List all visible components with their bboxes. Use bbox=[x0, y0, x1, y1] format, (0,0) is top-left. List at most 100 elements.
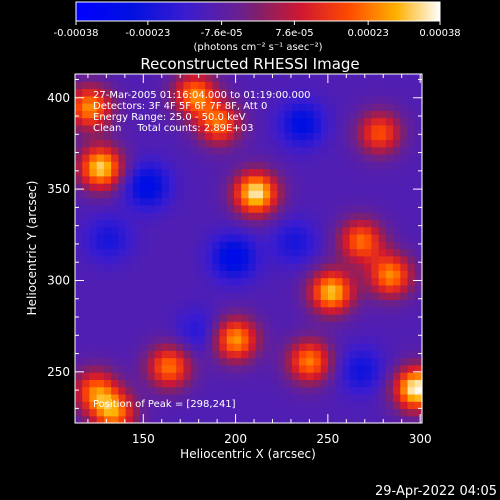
heatmap-cell bbox=[291, 81, 300, 90]
heatmap-cell bbox=[277, 321, 286, 330]
heatmap-cell bbox=[248, 139, 257, 148]
heatmap-cell bbox=[183, 357, 192, 366]
heatmap-cell bbox=[234, 350, 242, 359]
heatmap-cell bbox=[75, 95, 83, 104]
heatmap-cell bbox=[96, 277, 105, 286]
heatmap-cell bbox=[262, 110, 271, 119]
heatmap-cell bbox=[342, 292, 351, 300]
heatmap-cell bbox=[197, 226, 206, 235]
heatmap-cell bbox=[111, 190, 119, 199]
heatmap-cell bbox=[89, 233, 98, 242]
heatmap-cell bbox=[75, 190, 83, 199]
heatmap-cell bbox=[328, 241, 336, 250]
heatmap-cell bbox=[262, 270, 271, 279]
heatmap-cell bbox=[75, 350, 83, 359]
heatmap-cell bbox=[234, 117, 242, 126]
heatmap-cell bbox=[306, 408, 315, 417]
heatmap-cell bbox=[248, 226, 257, 235]
heatmap-cell bbox=[400, 386, 409, 395]
heatmap-cell bbox=[161, 74, 170, 82]
heatmap-area bbox=[74, 73, 423, 424]
heatmap-cell bbox=[371, 350, 380, 359]
heatmap-cell bbox=[371, 313, 380, 322]
heatmap-cell bbox=[277, 277, 286, 286]
heatmap-cell bbox=[168, 292, 177, 300]
heatmap-cell bbox=[89, 110, 98, 119]
heatmap-cell bbox=[154, 197, 163, 206]
heatmap-cell bbox=[342, 393, 351, 402]
heatmap-cell bbox=[75, 306, 83, 315]
heatmap-cell bbox=[118, 277, 127, 286]
heatmap-cell bbox=[176, 408, 185, 417]
heatmap-cell bbox=[111, 379, 119, 388]
heatmap-cell bbox=[154, 313, 163, 322]
heatmap-cell bbox=[183, 161, 192, 170]
heatmap-cell bbox=[219, 161, 228, 170]
heatmap-cell bbox=[183, 393, 192, 402]
heatmap-cell bbox=[241, 393, 250, 402]
heatmap-cell bbox=[356, 248, 365, 257]
heatmap-cell bbox=[161, 379, 170, 388]
heatmap-cell bbox=[118, 233, 127, 242]
heatmap-cell bbox=[75, 343, 83, 351]
heatmap-cell bbox=[168, 204, 177, 213]
heatmap-cell bbox=[219, 350, 228, 359]
heatmap-cell bbox=[132, 379, 141, 388]
heatmap-cell bbox=[125, 255, 134, 264]
heatmap-cell bbox=[414, 110, 423, 119]
heatmap-cell bbox=[248, 350, 257, 359]
heatmap-cell bbox=[132, 357, 141, 366]
heatmap-cell bbox=[183, 321, 192, 330]
heatmap-cell bbox=[364, 190, 372, 199]
heatmap-cell bbox=[291, 357, 300, 366]
heatmap-cell bbox=[197, 292, 206, 300]
heatmap-cell bbox=[291, 263, 300, 271]
heatmap-cell bbox=[284, 190, 293, 199]
heatmap-cell bbox=[176, 263, 185, 271]
heatmap-cell bbox=[313, 372, 322, 380]
heatmap-cell bbox=[147, 379, 156, 388]
heatmap-cell bbox=[241, 372, 250, 380]
heatmap-cell bbox=[125, 183, 134, 191]
heatmap-cell bbox=[132, 343, 141, 351]
heatmap-cell bbox=[168, 175, 177, 184]
heatmap-cell bbox=[118, 153, 127, 162]
heatmap-cell bbox=[103, 248, 112, 257]
heatmap-cell bbox=[378, 175, 387, 184]
heatmap-cell bbox=[371, 161, 380, 170]
heatmap-cell bbox=[407, 277, 416, 286]
heatmap-cell bbox=[270, 292, 279, 300]
heatmap-cell bbox=[255, 212, 264, 221]
heatmap-cell bbox=[299, 321, 307, 330]
heatmap-cell bbox=[89, 343, 98, 351]
heatmap-cell bbox=[190, 103, 199, 111]
heatmap-cell bbox=[364, 219, 372, 228]
heatmap-cell bbox=[400, 379, 409, 388]
heatmap-cell bbox=[313, 124, 322, 133]
heatmap-cell bbox=[205, 401, 213, 410]
heatmap-cell bbox=[140, 306, 148, 315]
heatmap-cell bbox=[219, 88, 228, 97]
heatmap-cell bbox=[284, 393, 293, 402]
heatmap-cell bbox=[154, 277, 163, 286]
heatmap-cell bbox=[255, 415, 264, 424]
heatmap-cell bbox=[378, 153, 387, 162]
heatmap-cell bbox=[270, 255, 279, 264]
heatmap-cell bbox=[96, 153, 105, 162]
heatmap-cell bbox=[161, 408, 170, 417]
heatmap-cell bbox=[205, 103, 213, 111]
heatmap-cell bbox=[89, 139, 98, 148]
heatmap-cell bbox=[176, 401, 185, 410]
heatmap-cell bbox=[212, 139, 221, 148]
heatmap-cell bbox=[400, 241, 409, 250]
heatmap-cell bbox=[393, 386, 401, 395]
heatmap-cell bbox=[270, 328, 279, 337]
heatmap-cell bbox=[147, 153, 156, 162]
heatmap-cell bbox=[356, 95, 365, 104]
heatmap-cell bbox=[75, 277, 83, 286]
heatmap-cell bbox=[335, 415, 344, 424]
heatmap-cell bbox=[306, 292, 315, 300]
heatmap-cell bbox=[125, 270, 134, 279]
heatmap-cell bbox=[75, 226, 83, 235]
heatmap-cell bbox=[313, 153, 322, 162]
